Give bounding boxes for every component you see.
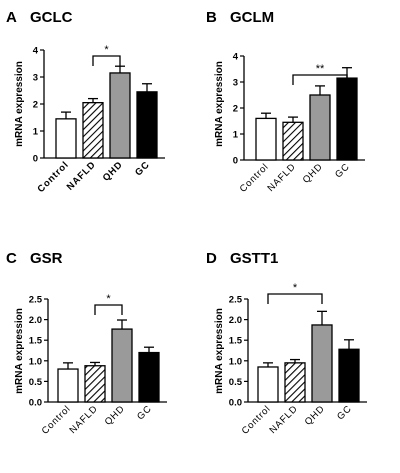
- significance-bracket: [267, 293, 323, 304]
- significance-label: **: [316, 63, 325, 75]
- y-tick-label: 2.0: [29, 315, 42, 326]
- bar-nafld: [282, 121, 304, 161]
- y-tick-label: 2: [33, 100, 38, 111]
- y-tick-label: 2: [233, 104, 238, 115]
- y-tick-label: 4: [233, 52, 239, 63]
- x-tick-label: NAFLD: [67, 403, 100, 436]
- x-tick-label: GC: [133, 159, 152, 178]
- y-tick-label: 0.0: [29, 398, 42, 409]
- bar-control: [257, 366, 279, 403]
- x-tick-label: Control: [240, 403, 273, 436]
- y-tick-label: 2.0: [229, 315, 242, 326]
- significance-bracket: [92, 55, 121, 66]
- y-tick-label: 2.5: [29, 295, 43, 306]
- panel-a-letter: A: [6, 9, 17, 26]
- x-tick-label: Control: [40, 403, 73, 436]
- significance-bracket: [292, 74, 348, 85]
- x-tick-label: Control: [36, 159, 72, 195]
- significance-label: *: [104, 44, 109, 56]
- bar-qhd: [309, 94, 331, 161]
- panel-a-ylabel: mRNA expression: [14, 61, 25, 147]
- y-tick-label: 2.5: [229, 295, 243, 306]
- y-tick-label: 0.5: [229, 377, 243, 388]
- panel-a: A GCLC mRNA expression 0 1 2 3 4 ControlNAFLD…: [6, 9, 165, 195]
- y-tick-label: 0: [233, 156, 238, 167]
- x-tick-label: NAFLD: [267, 403, 300, 436]
- bar-control: [255, 117, 277, 161]
- panel-b-letter: B: [206, 9, 217, 26]
- x-tick-label: GC: [333, 161, 352, 180]
- bar-gc: [338, 348, 360, 403]
- y-tick-label: 0: [33, 154, 38, 165]
- panel-c-ylabel: mRNA expression: [14, 308, 25, 394]
- panel-c-letter: C: [6, 250, 17, 267]
- y-tick-label: 3: [33, 73, 38, 84]
- significance-bracket: [94, 304, 123, 315]
- x-tick-label: NAFLD: [265, 161, 298, 194]
- panel-a-title: GCLC: [30, 9, 73, 26]
- panel-d-title: GSTT1: [230, 250, 278, 267]
- x-tick-label: NAFLD: [65, 159, 98, 192]
- bar-nafld: [284, 362, 306, 403]
- y-tick-label: 1.5: [229, 336, 243, 347]
- y-tick-label: 3: [233, 78, 238, 89]
- panel-c-title: GSR: [30, 250, 63, 267]
- x-tick-label: QHD: [101, 159, 125, 183]
- x-tick-label: Control: [238, 161, 271, 194]
- panel-b-title: GCLM: [230, 9, 274, 26]
- bar-control: [55, 118, 77, 159]
- y-tick-label: 1.5: [29, 336, 43, 347]
- x-tick-label: GC: [335, 403, 354, 422]
- bar-qhd: [311, 324, 333, 403]
- panel-c: C GSR mRNA expression 0.0 0.5 1.0 1.5 2.0 2.5…: [6, 250, 167, 437]
- panel-d-letter: D: [206, 250, 217, 267]
- bar-nafld: [84, 365, 106, 403]
- y-tick-label: 0.5: [29, 377, 43, 388]
- bar-qhd: [111, 328, 133, 403]
- x-tick-label: GC: [135, 403, 154, 422]
- significance-label: *: [293, 282, 298, 294]
- bar-gc: [138, 351, 160, 403]
- bar-control: [57, 368, 79, 403]
- panel-b: B GCLM mRNA expression 0 1 2 3 4 ControlNAFLD…: [206, 9, 365, 195]
- x-tick-label: QHD: [303, 403, 327, 427]
- x-tick-label: QHD: [301, 161, 325, 185]
- bar-qhd: [109, 72, 131, 159]
- y-tick-label: 4: [33, 46, 39, 57]
- bar-gc: [336, 77, 358, 161]
- y-tick-label: 0.0: [229, 398, 242, 409]
- y-tick-label: 1.0: [29, 356, 42, 367]
- panel-b-ylabel: mRNA expression: [214, 61, 225, 147]
- bar-nafld: [82, 102, 104, 159]
- bar-gc: [136, 91, 158, 159]
- y-tick-label: 1: [233, 130, 239, 141]
- x-tick-label: QHD: [103, 403, 127, 427]
- y-tick-label: 1: [33, 127, 39, 138]
- significance-label: *: [106, 293, 111, 305]
- y-tick-label: 1.0: [229, 356, 242, 367]
- panel-d: D GSTT1 mRNA expression 0.0 0.5 1.0 1.5 2.0 2…: [206, 250, 367, 437]
- panel-d-ylabel: mRNA expression: [214, 308, 225, 394]
